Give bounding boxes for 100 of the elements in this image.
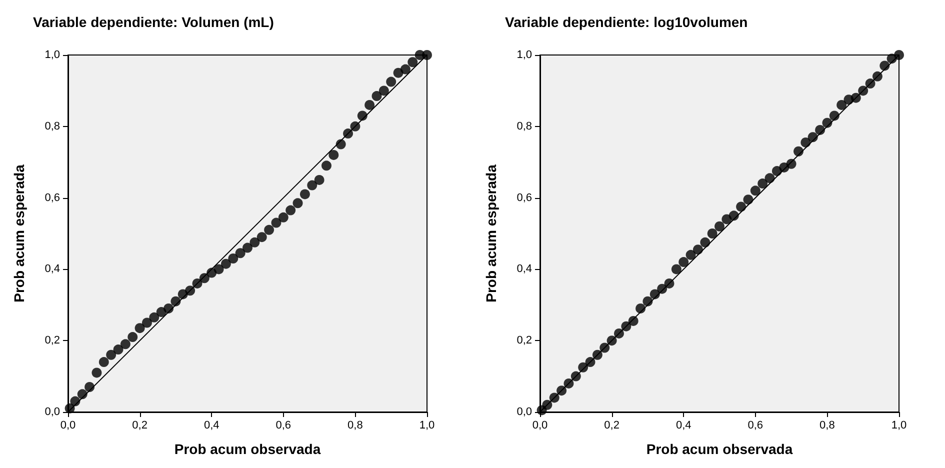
point: [235, 248, 246, 258]
point: [764, 173, 775, 184]
point: [372, 91, 382, 102]
y-tick-label: 0,6: [44, 192, 60, 204]
point: [692, 244, 703, 255]
point: [192, 278, 202, 288]
point: [800, 137, 811, 148]
point: [578, 362, 588, 372]
point: [271, 218, 282, 228]
point: [636, 303, 646, 314]
point: [829, 110, 840, 121]
point: [214, 264, 224, 274]
point: [84, 382, 95, 392]
point: [300, 189, 310, 200]
point: [621, 321, 632, 332]
point: [307, 180, 318, 190]
x-tick-label: 0,0: [532, 420, 548, 432]
point: [894, 50, 904, 60]
x-tick-label: 0,4: [204, 420, 220, 432]
x-tick-label: 1,0: [419, 420, 435, 432]
point: [671, 264, 682, 274]
point: [657, 284, 668, 294]
point: [256, 232, 267, 242]
point: [378, 86, 389, 96]
x-axis-title: Prob acum observada: [174, 441, 321, 457]
point: [585, 357, 596, 368]
point: [70, 396, 80, 406]
point: [422, 50, 432, 60]
point: [314, 174, 324, 185]
point: [850, 92, 861, 103]
point: [686, 250, 696, 260]
y-tick-label: 1,0: [516, 49, 532, 61]
y-tick-label: 1,0: [44, 49, 60, 61]
point: [250, 237, 260, 248]
point: [120, 339, 130, 350]
chart-title: Variable dependiente: log10volumen: [505, 14, 748, 30]
point: [865, 78, 876, 89]
y-axis-title: Prob acum esperada: [11, 164, 27, 302]
point: [242, 242, 252, 253]
point: [364, 100, 375, 110]
point: [292, 198, 303, 208]
point: [642, 296, 653, 306]
point: [600, 342, 610, 353]
point: [779, 162, 790, 172]
point: [758, 178, 768, 189]
point: [714, 221, 724, 232]
point: [408, 57, 418, 68]
point: [328, 150, 339, 160]
point: [128, 332, 138, 342]
x-axis-title: Prob acum observada: [646, 441, 793, 457]
point: [113, 344, 124, 355]
x-tick-label: 0,0: [60, 420, 76, 432]
point: [149, 312, 160, 322]
point: [628, 316, 638, 326]
point: [707, 228, 718, 238]
y-tick-label: 0,8: [516, 120, 532, 132]
point: [170, 296, 181, 306]
point: [570, 371, 581, 382]
y-tick-label: 0,2: [516, 334, 532, 347]
point: [199, 273, 210, 284]
x-tick-label: 0,4: [676, 420, 692, 432]
point: [228, 253, 238, 264]
point: [343, 128, 354, 139]
point: [678, 257, 689, 268]
point: [400, 64, 410, 74]
point: [728, 210, 739, 221]
y-axis-title: Prob acum esperada: [483, 164, 499, 302]
x-tick-label: 0,8: [348, 420, 363, 432]
point: [858, 86, 868, 96]
x-tick-label: 1,0: [891, 420, 907, 432]
y-tick-label: 0,4: [516, 263, 532, 276]
point: [650, 289, 660, 300]
point: [614, 328, 624, 338]
point: [264, 224, 274, 235]
x-tick-label: 0,8: [820, 420, 835, 432]
point: [92, 368, 102, 378]
point: [564, 378, 574, 388]
point: [321, 160, 332, 171]
point: [542, 400, 552, 410]
point: [164, 303, 174, 314]
point: [286, 205, 296, 216]
point: [664, 278, 674, 288]
point: [142, 318, 152, 328]
y-tick-label: 0,8: [44, 120, 60, 132]
y-tick-label: 0,6: [516, 192, 532, 204]
x-tick-label: 0,2: [604, 420, 620, 432]
x-tick-label: 0,2: [132, 420, 148, 432]
point: [106, 350, 116, 360]
x-tick-label: 0,6: [276, 420, 292, 432]
point: [134, 323, 145, 334]
point: [880, 60, 890, 71]
point: [750, 186, 760, 196]
point: [77, 389, 88, 400]
point: [786, 158, 796, 169]
point: [64, 403, 75, 414]
point: [793, 146, 804, 156]
y-tick-label: 0,0: [44, 406, 60, 418]
y-tick-label: 0,4: [44, 263, 60, 276]
point: [357, 110, 368, 121]
point: [808, 132, 818, 142]
